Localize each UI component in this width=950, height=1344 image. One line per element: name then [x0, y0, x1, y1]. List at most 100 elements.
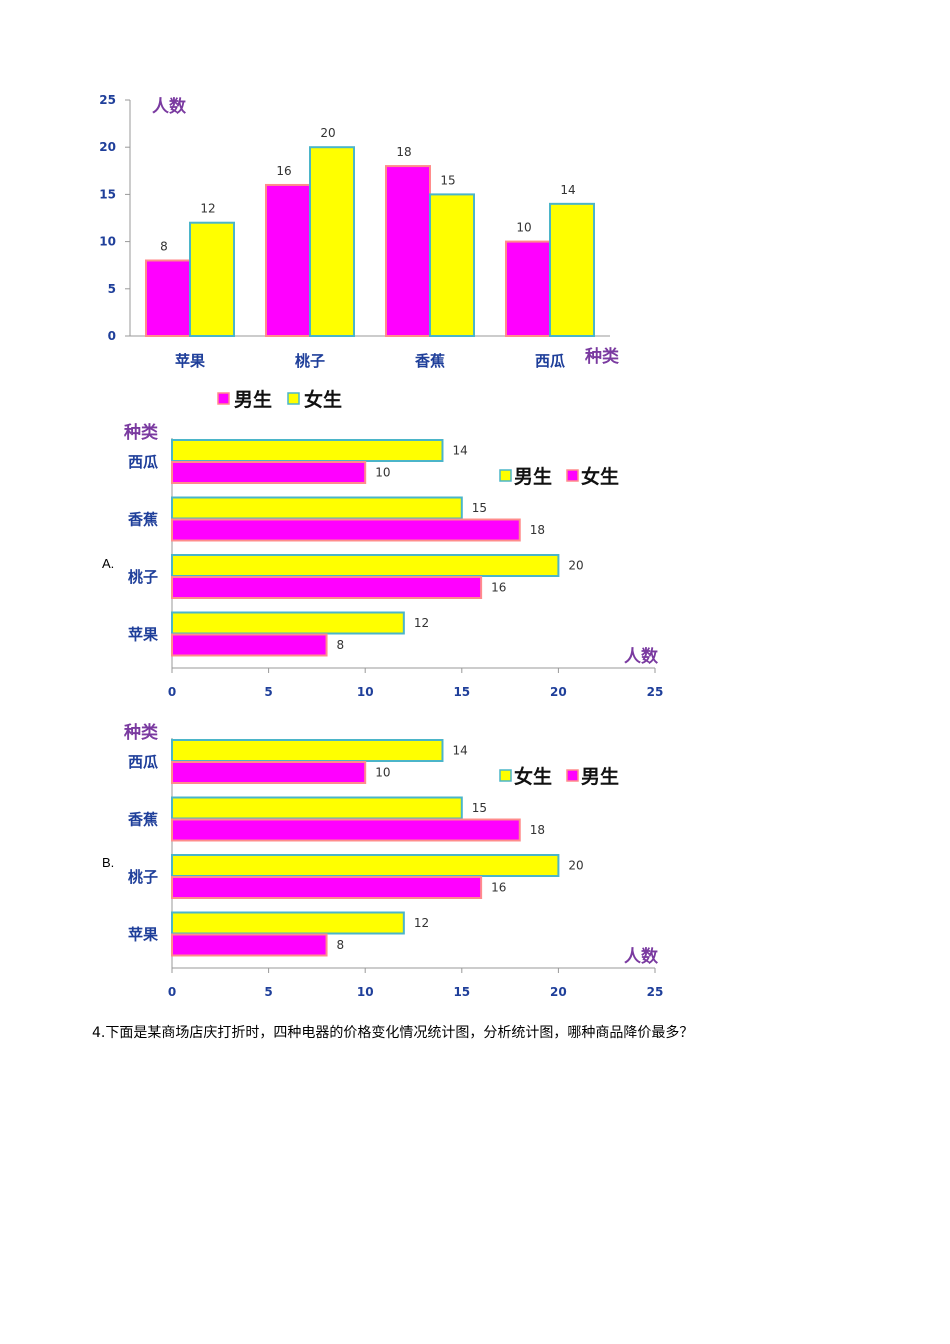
legend-swatch — [287, 392, 300, 405]
x-tick-label: 5 — [264, 985, 272, 999]
bar-女生-桃子 — [309, 146, 355, 337]
y-axis-title: 种类 — [123, 722, 159, 743]
legend-swatch — [566, 469, 579, 482]
option-b-label: B. — [102, 855, 115, 870]
category-label: 香蕉 — [415, 352, 445, 370]
legend-swatch — [566, 769, 579, 782]
bar-苹果-1 — [171, 933, 328, 957]
data-label: 16 — [491, 581, 506, 595]
data-label: 15 — [440, 173, 455, 187]
category-label: 苹果 — [175, 352, 206, 370]
category-label: 苹果 — [128, 626, 159, 644]
legend-swatch — [217, 392, 230, 405]
legend-label: 男生 — [581, 765, 619, 788]
bar-香蕉-1 — [171, 818, 521, 842]
y-tick-label: 25 — [99, 93, 116, 107]
y-tick-label: 5 — [108, 282, 116, 296]
category-label: 香蕉 — [128, 511, 158, 529]
option-a-label: A. — [102, 556, 115, 571]
data-label: 8 — [337, 638, 345, 652]
x-tick-label: 10 — [357, 685, 374, 699]
legend-swatch — [499, 769, 512, 782]
data-label: 10 — [516, 221, 531, 235]
x-axis-title: 种类 — [584, 346, 620, 367]
y-tick-label: 15 — [99, 187, 116, 201]
data-label: 18 — [396, 145, 411, 159]
y-tick-label: 0 — [108, 329, 116, 343]
y-tick-label: 10 — [99, 235, 116, 249]
data-label: 14 — [560, 183, 575, 197]
data-label: 10 — [375, 766, 390, 780]
data-label: 16 — [276, 164, 291, 178]
category-label: 桃子 — [128, 568, 158, 586]
bar-苹果-0 — [171, 911, 405, 935]
legend-label: 男生 — [514, 465, 552, 488]
category-label: 西瓜 — [128, 453, 158, 471]
data-label: 20 — [568, 559, 583, 573]
data-label: 15 — [472, 501, 487, 515]
bar-桃子-1 — [171, 576, 483, 599]
x-tick-label: 20 — [550, 685, 567, 699]
x-tick-label: 25 — [647, 685, 664, 699]
data-label: 18 — [530, 823, 545, 837]
bar-女生-西瓜 — [549, 202, 595, 337]
bar-西瓜-0 — [171, 439, 444, 462]
x-tick-label: 25 — [647, 985, 664, 999]
bar-香蕉-0 — [171, 796, 463, 820]
bar-桃子-0 — [171, 554, 560, 577]
bar-桃子-1 — [171, 876, 483, 899]
bar-桃子-0 — [171, 854, 560, 877]
legend-swatch — [499, 469, 512, 482]
data-label: 12 — [414, 916, 429, 930]
bar-香蕉-0 — [171, 496, 463, 520]
category-label: 西瓜 — [128, 753, 158, 771]
y-tick-label: 20 — [99, 140, 116, 154]
bar-西瓜-1 — [171, 461, 367, 484]
category-label: 西瓜 — [535, 352, 565, 370]
x-tick-label: 5 — [264, 685, 272, 699]
bar-苹果-1 — [171, 633, 328, 657]
x-tick-label: 0 — [168, 985, 176, 999]
legend-label: 女生 — [304, 388, 342, 411]
bar-男生-苹果 — [145, 259, 191, 338]
x-axis-title: 人数 — [624, 646, 659, 667]
bar-西瓜-1 — [171, 761, 367, 784]
bar-男生-香蕉 — [385, 165, 431, 337]
data-label: 18 — [530, 523, 545, 537]
data-label: 10 — [375, 466, 390, 480]
x-axis-title: 人数 — [624, 946, 659, 967]
legend-label: 女生 — [514, 765, 552, 788]
data-label: 12 — [414, 616, 429, 630]
bar-男生-西瓜 — [505, 240, 551, 338]
question-text: 4.下面是某商场店庆打折时，四种电器的价格变化情况统计图，分析统计图，哪种商品降… — [92, 1025, 694, 1041]
x-tick-label: 10 — [357, 985, 374, 999]
bar-苹果-0 — [171, 611, 405, 635]
y-axis-title: 种类 — [123, 422, 159, 443]
bar-女生-香蕉 — [429, 193, 475, 337]
data-label: 12 — [200, 202, 215, 216]
data-label: 8 — [337, 938, 345, 952]
data-label: 14 — [452, 744, 467, 758]
category-label: 苹果 — [128, 926, 159, 944]
category-label: 桃子 — [295, 352, 325, 370]
x-tick-label: 15 — [453, 685, 470, 699]
data-label: 20 — [320, 126, 335, 140]
category-label: 香蕉 — [128, 811, 158, 829]
data-label: 14 — [452, 444, 467, 458]
bar-男生-桃子 — [265, 183, 311, 337]
x-tick-label: 20 — [550, 985, 567, 999]
x-tick-label: 0 — [168, 685, 176, 699]
bar-西瓜-0 — [171, 739, 444, 762]
data-label: 8 — [160, 239, 168, 253]
data-label: 15 — [472, 801, 487, 815]
bar-女生-苹果 — [189, 221, 235, 337]
category-label: 桃子 — [128, 868, 158, 886]
x-tick-label: 15 — [453, 985, 470, 999]
bar-香蕉-1 — [171, 518, 521, 542]
data-label: 20 — [568, 859, 583, 873]
data-label: 16 — [491, 881, 506, 895]
